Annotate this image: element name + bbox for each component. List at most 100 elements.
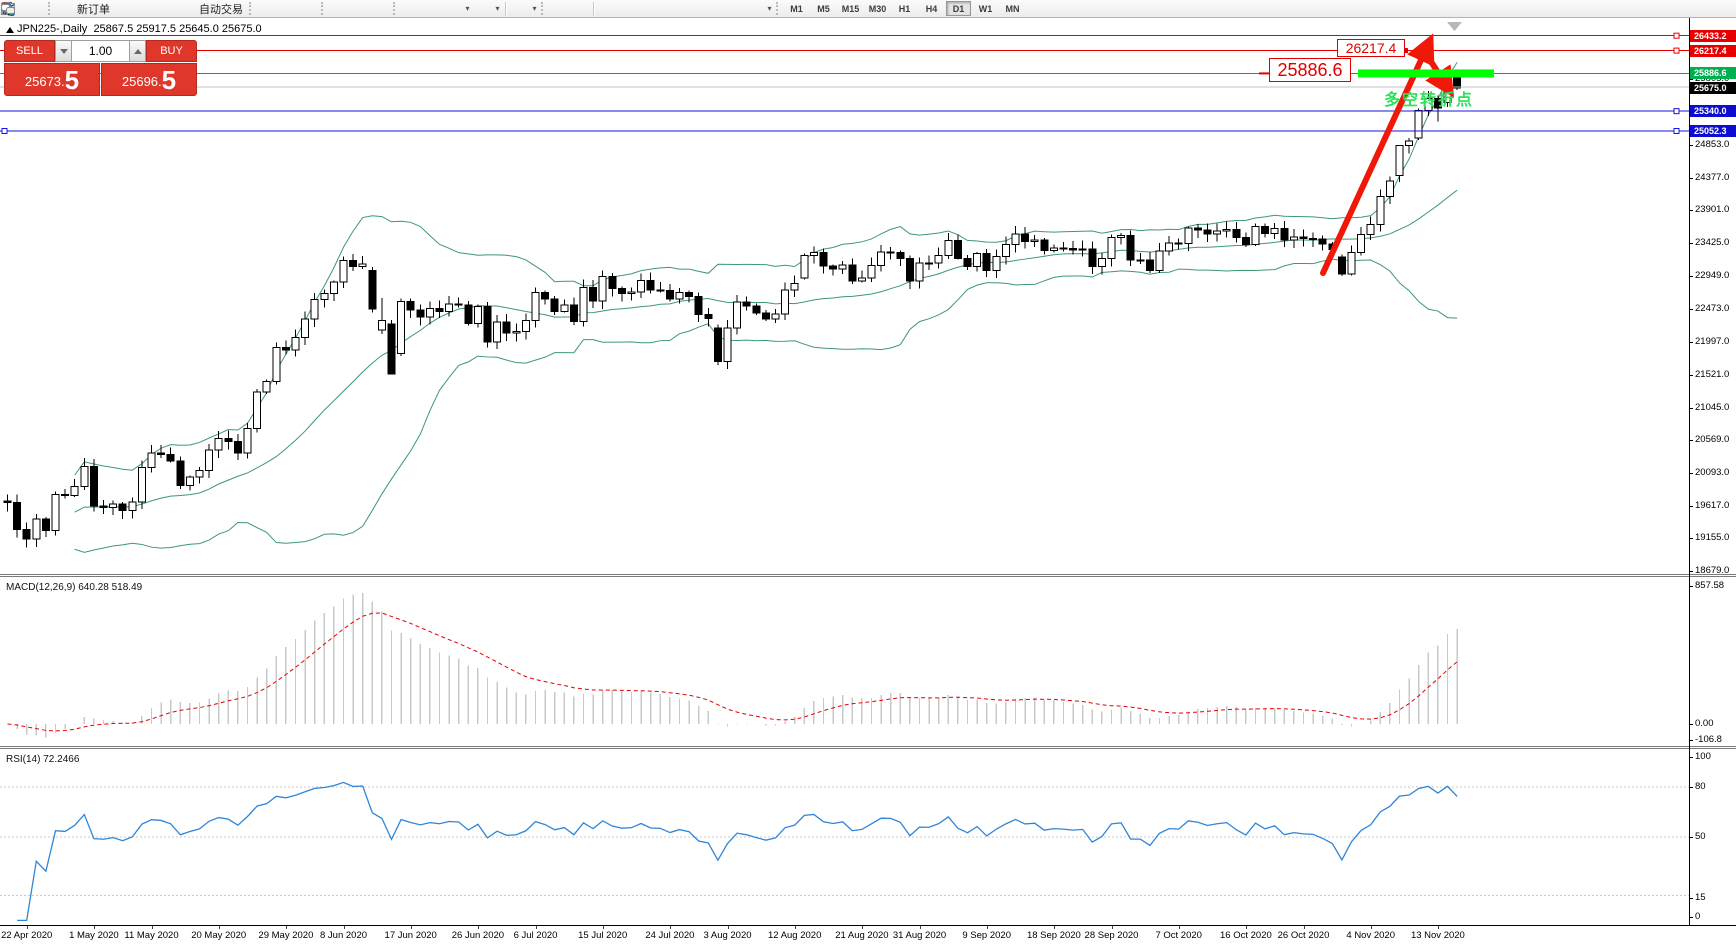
time-axis-label: 8 Jun 2020 xyxy=(319,930,368,941)
price-axis-tick xyxy=(1689,537,1693,539)
periods-icon[interactable] xyxy=(2,1,493,17)
rsi-label: RSI(14) 72.2466 xyxy=(6,754,80,765)
tf-button-m15[interactable]: M15 xyxy=(841,3,860,14)
price-axis-label: 21997.0 xyxy=(1695,335,1730,347)
arrows-shapes-icon[interactable] xyxy=(1,1,765,17)
autotrading-icon[interactable] xyxy=(2,1,198,17)
indicators-icon[interactable] xyxy=(2,1,463,17)
candle xyxy=(253,388,262,433)
tf-button-mn[interactable]: MN xyxy=(1005,3,1020,14)
candle xyxy=(1222,221,1231,238)
time-axis-label: 3 Aug 2020 xyxy=(703,930,752,941)
tf-button-m1[interactable]: M1 xyxy=(790,3,803,14)
tf-button-d1[interactable]: D1 xyxy=(946,1,971,16)
templates-icon[interactable] xyxy=(1,1,530,17)
price-axis-tick xyxy=(1689,506,1693,508)
time-axis-label: 12 Aug 2020 xyxy=(768,930,822,941)
templates-dropdown-icon[interactable]: ▾ xyxy=(532,4,537,13)
support-label-box[interactable]: 25886.6 xyxy=(1269,58,1351,82)
autotrading-label[interactable]: 自动交易 xyxy=(199,3,243,16)
time-axis-tick xyxy=(1370,925,1372,929)
fibonacci-icon[interactable]: F xyxy=(2,1,702,17)
candle xyxy=(646,272,655,294)
signals-icon[interactable] xyxy=(3,1,177,17)
volume-input[interactable] xyxy=(72,40,129,62)
one-click-collapse-icon[interactable] xyxy=(6,27,14,33)
periods-dropdown-icon[interactable]: ▾ xyxy=(495,4,500,13)
sell-button[interactable]: SELL xyxy=(4,40,55,62)
chat-icon[interactable] xyxy=(1,1,1732,17)
tf-button-w1[interactable]: W1 xyxy=(978,3,993,14)
chart-shift-icon[interactable] xyxy=(1,1,442,17)
candle xyxy=(416,304,425,326)
sell-price[interactable]: 25673. 5 xyxy=(4,63,100,96)
candle xyxy=(521,313,530,340)
macd-axis-label: 0.00 xyxy=(1695,718,1714,729)
resistance-label-box[interactable]: 26217.4 xyxy=(1337,39,1405,57)
arrows-dropdown-icon[interactable]: ▾ xyxy=(767,4,772,13)
indicators-dropdown-icon[interactable]: ▾ xyxy=(465,4,470,13)
chart-shift-marker-icon[interactable] xyxy=(1447,22,1462,31)
crosshair-icon[interactable] xyxy=(2,1,590,17)
timeframe-group: M1 M5 M15 M30 H1 H4 D1 W1 MN xyxy=(783,1,1026,16)
bar-chart-icon[interactable] xyxy=(3,1,277,17)
green-level-bar[interactable] xyxy=(1358,69,1494,78)
chart-autoscroll-icon[interactable] xyxy=(1,1,421,17)
tile-windows-icon[interactable] xyxy=(2,1,391,17)
macd-panel[interactable] xyxy=(0,578,1689,746)
time-axis-tick xyxy=(1178,925,1180,929)
tf-button-m30[interactable]: M30 xyxy=(868,3,887,14)
panel-splitter-rsi[interactable] xyxy=(0,746,1736,749)
candle xyxy=(291,329,300,357)
horizontal-line-icon[interactable] xyxy=(2,1,639,17)
trend-arrow-up[interactable] xyxy=(1320,33,1435,276)
vertical-line-icon[interactable] xyxy=(7,1,618,17)
candle xyxy=(781,282,790,321)
new-order-icon[interactable] xyxy=(2,1,76,17)
search-icon[interactable] xyxy=(1,1,1711,17)
time-axis-label: 21 Aug 2020 xyxy=(835,930,889,941)
volume-increase-button[interactable] xyxy=(129,40,146,62)
equidistant-channel-icon[interactable]: E xyxy=(1,1,681,17)
text-label-icon[interactable]: T xyxy=(1,1,744,17)
toolbar-grip xyxy=(321,2,325,15)
price-axis-tick xyxy=(1689,276,1693,278)
text-icon[interactable]: A xyxy=(5,1,723,17)
time-axis-label: 4 Nov 2020 xyxy=(1346,930,1395,941)
candle xyxy=(454,297,463,308)
candlestick-chart-icon[interactable] xyxy=(3,1,298,17)
candle xyxy=(80,458,89,491)
trendline-icon[interactable] xyxy=(2,1,660,17)
turning-point-note[interactable]: 多空转折点 xyxy=(1384,92,1475,109)
metaeditor-icon[interactable] xyxy=(1,1,135,17)
candle xyxy=(3,494,12,512)
zoom-out-icon[interactable] xyxy=(2,1,370,17)
candle xyxy=(531,287,540,328)
chart-profiles-icon[interactable] xyxy=(1,1,46,17)
price-axis-label: 21521.0 xyxy=(1695,368,1730,380)
candle xyxy=(1347,245,1356,276)
candle xyxy=(13,494,22,538)
volume-decrease-button[interactable] xyxy=(55,40,72,62)
zoom-in-icon[interactable] xyxy=(2,1,349,17)
buy-price[interactable]: 25696. 5 xyxy=(101,63,197,96)
main-chart[interactable] xyxy=(0,18,1689,575)
new-order-label[interactable]: 新订单 xyxy=(77,3,110,16)
price-axis-label: 19617.0 xyxy=(1695,500,1730,512)
candle xyxy=(1069,240,1078,255)
cursor-icon[interactable] xyxy=(4,1,569,17)
candle xyxy=(1385,176,1394,205)
rsi-panel[interactable] xyxy=(0,750,1689,925)
candle xyxy=(339,256,348,289)
tf-button-h4[interactable]: H4 xyxy=(925,3,938,14)
publish-chart-icon[interactable] xyxy=(2,1,156,17)
candle xyxy=(771,308,780,324)
line-chart-icon[interactable] xyxy=(1,1,319,17)
time-axis-label: 31 Aug 2020 xyxy=(892,930,947,941)
tf-button-h1[interactable]: H1 xyxy=(898,3,911,14)
buy-button[interactable]: BUY xyxy=(146,40,197,62)
tf-button-m5[interactable]: M5 xyxy=(817,3,830,14)
time-axis-label: 13 Nov 2020 xyxy=(1410,930,1465,941)
panel-splitter-macd[interactable] xyxy=(0,574,1736,577)
candle xyxy=(1078,240,1087,257)
